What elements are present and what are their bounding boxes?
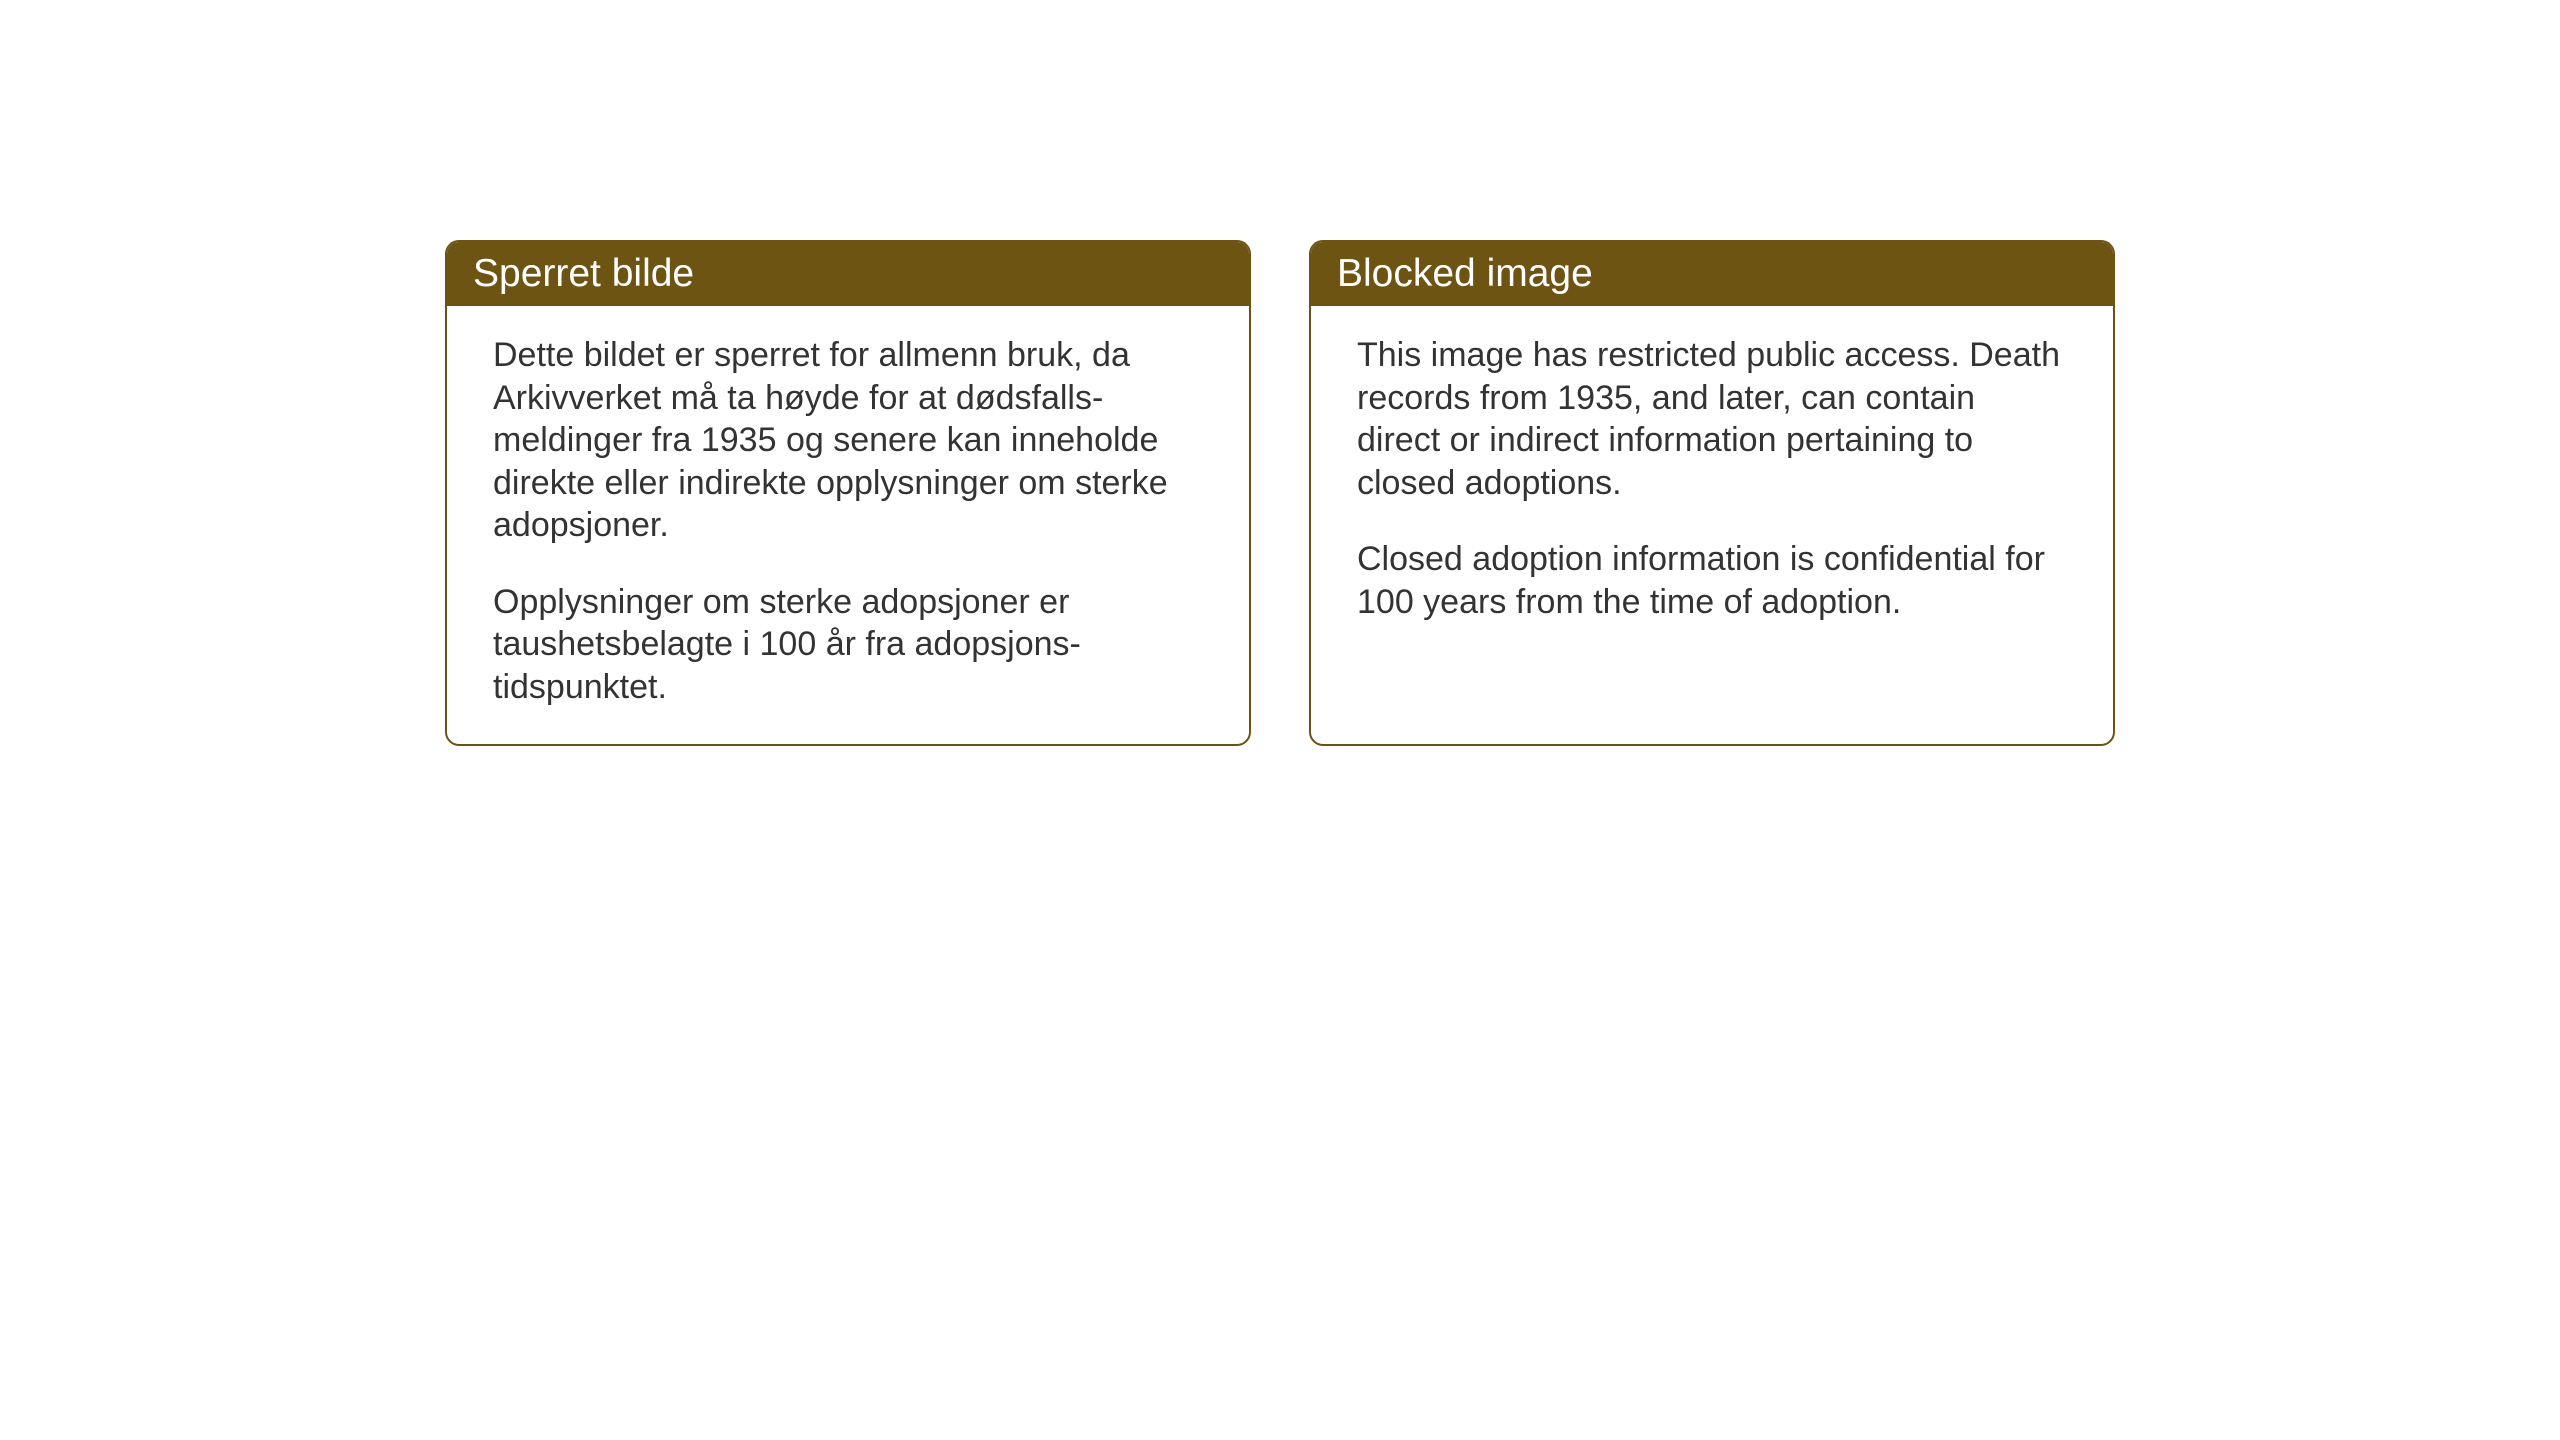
card-paragraph-2-english: Closed adoption information is confident… xyxy=(1357,538,2067,623)
card-norwegian: Sperret bilde Dette bildet er sperret fo… xyxy=(445,240,1251,746)
card-body-norwegian: Dette bildet er sperret for allmenn bruk… xyxy=(447,306,1249,744)
card-paragraph-1-norwegian: Dette bildet er sperret for allmenn bruk… xyxy=(493,334,1203,547)
card-header-english: Blocked image xyxy=(1311,242,2113,306)
card-title-norwegian: Sperret bilde xyxy=(473,252,694,295)
card-english: Blocked image This image has restricted … xyxy=(1309,240,2115,746)
cards-container: Sperret bilde Dette bildet er sperret fo… xyxy=(445,240,2115,746)
card-paragraph-2-norwegian: Opplysninger om sterke adopsjoner er tau… xyxy=(493,581,1203,709)
card-paragraph-1-english: This image has restricted public access.… xyxy=(1357,334,2067,504)
card-title-english: Blocked image xyxy=(1337,252,1593,295)
card-header-norwegian: Sperret bilde xyxy=(447,242,1249,306)
card-body-english: This image has restricted public access.… xyxy=(1311,306,2113,659)
